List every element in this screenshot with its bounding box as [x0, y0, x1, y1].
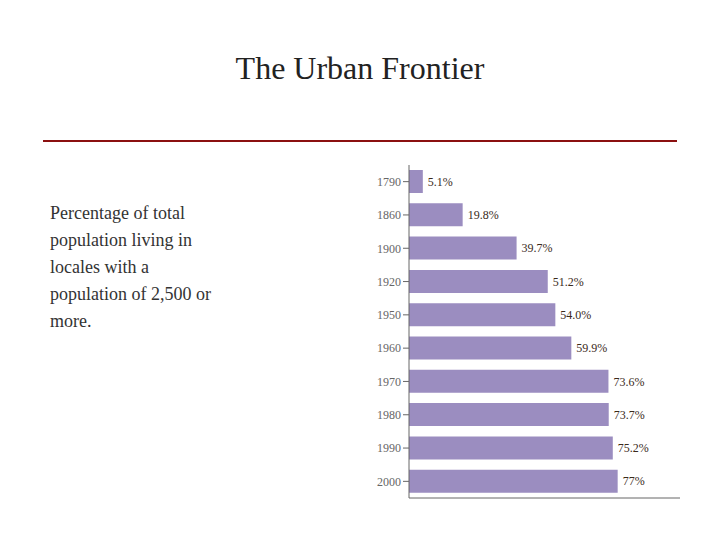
svg-text:54.0%: 54.0% [560, 308, 591, 322]
svg-text:73.7%: 73.7% [614, 408, 645, 422]
svg-text:1860: 1860 [377, 208, 401, 222]
html-text:The Urban Frontier: The Urban Frontier [235, 50, 485, 86]
svg-text:19.8%: 19.8% [468, 208, 499, 222]
html-text:Percentage of total population: Percentage of total population living in… [50, 203, 211, 331]
svg-text:1990: 1990 [377, 441, 401, 455]
svg-text:1970: 1970 [377, 375, 401, 389]
svg-text:5.1%: 5.1% [428, 175, 453, 189]
svg-text:1920: 1920 [377, 275, 401, 289]
svg-text:73.6%: 73.6% [613, 375, 644, 389]
svg-text:39.7%: 39.7% [522, 241, 553, 255]
svg-text:1980: 1980 [377, 408, 401, 422]
svg-text:1960: 1960 [377, 341, 401, 355]
svg-text:77%: 77% [623, 474, 645, 488]
svg-text:1790: 1790 [377, 175, 401, 189]
svg-text:1900: 1900 [377, 242, 401, 256]
svg-text:1950: 1950 [377, 308, 401, 322]
svg-text:75.2%: 75.2% [618, 441, 649, 455]
svg-text:59.9%: 59.9% [576, 341, 607, 355]
svg-text:2000: 2000 [377, 475, 401, 489]
svg-text:51.2%: 51.2% [553, 275, 584, 289]
